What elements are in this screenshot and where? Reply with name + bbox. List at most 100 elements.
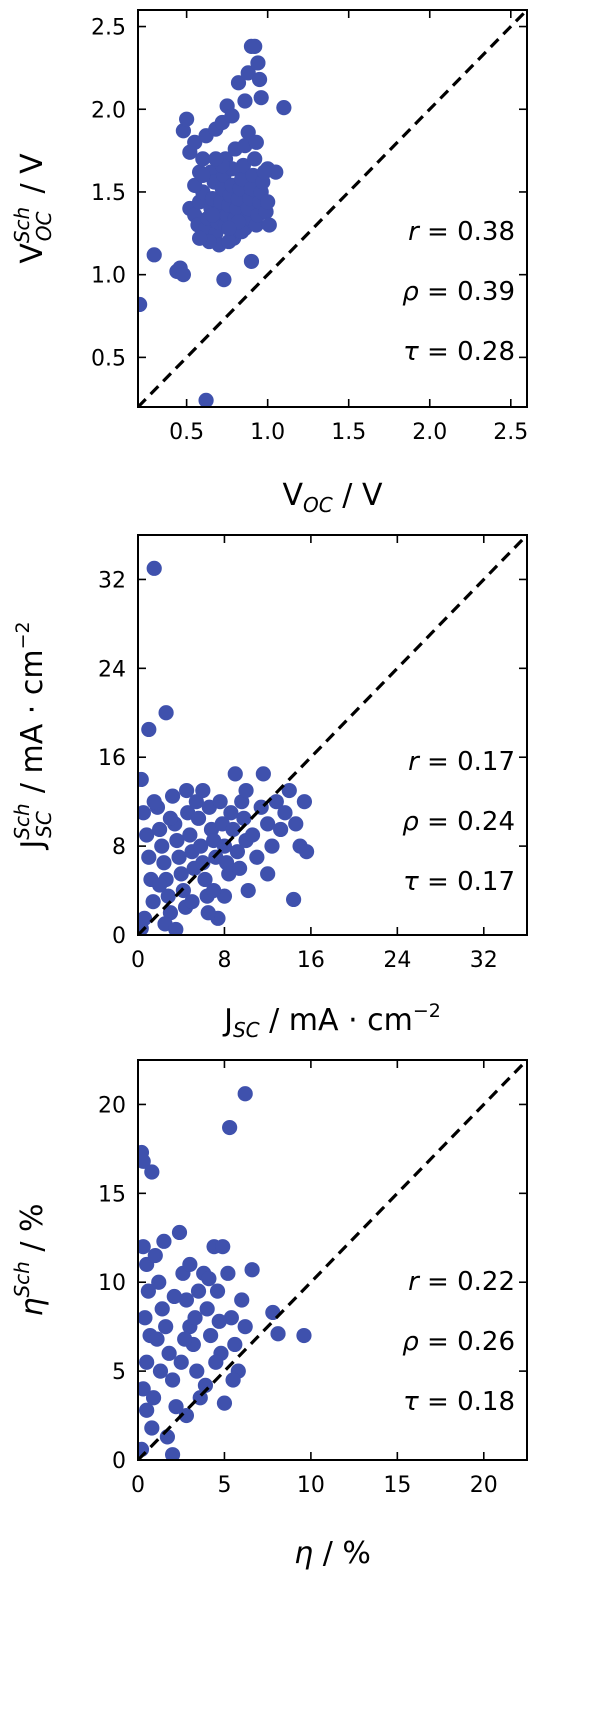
data-point xyxy=(189,1363,205,1379)
data-point xyxy=(138,1153,151,1169)
data-point xyxy=(237,1319,253,1335)
plot-frame xyxy=(137,9,528,408)
x-tick-label: 15 xyxy=(383,1473,411,1498)
data-point xyxy=(222,1119,238,1136)
data-point xyxy=(177,1331,193,1347)
data-point xyxy=(212,794,228,810)
data-point xyxy=(209,1283,226,1299)
data-point xyxy=(178,1292,195,1308)
data-point xyxy=(223,805,239,821)
data-point xyxy=(182,827,198,843)
data-point xyxy=(138,1239,151,1255)
data-point xyxy=(199,1301,215,1317)
x-tick-label: 5 xyxy=(217,1473,231,1498)
data-point xyxy=(195,151,211,167)
data-point xyxy=(221,233,237,250)
data-point xyxy=(182,1256,198,1273)
data-point xyxy=(208,1354,224,1370)
data-point xyxy=(229,844,246,860)
data-point xyxy=(138,296,148,313)
data-point xyxy=(138,1310,153,1326)
data-point xyxy=(184,894,200,910)
data-point xyxy=(248,134,264,150)
data-point xyxy=(197,1377,214,1393)
x-tick-label: 24 xyxy=(383,948,411,973)
panel-1: 0.5 1.0 1.5 2.0 2.5 0.5 1.0 1.5 2.0 2.5 VOC / V VSc… xyxy=(10,9,528,517)
data-point xyxy=(151,1274,167,1290)
data-point xyxy=(281,782,297,799)
data-point xyxy=(298,844,315,860)
data-point xyxy=(276,99,292,116)
y-tick-label: 2.0 xyxy=(91,98,126,123)
y-tick-label: 32 xyxy=(98,568,126,593)
data-point xyxy=(156,855,172,871)
y-tick-label: 8 xyxy=(112,835,126,860)
data-point xyxy=(139,827,155,843)
correlation-stat: τ = 0.17 xyxy=(403,867,515,897)
data-point xyxy=(141,849,157,865)
data-point xyxy=(288,816,304,832)
data-point xyxy=(244,827,261,843)
data-point xyxy=(227,1336,243,1353)
data-point xyxy=(277,805,293,821)
data-point xyxy=(238,782,254,799)
data-point xyxy=(138,1381,151,1397)
data-point xyxy=(179,111,195,127)
data-point xyxy=(149,1331,165,1347)
x-axis-label: VOC / V xyxy=(283,478,383,517)
data-point xyxy=(197,871,213,888)
x-tick-label: 0.5 xyxy=(169,420,204,445)
data-point xyxy=(140,1283,156,1299)
scatter-points xyxy=(138,1086,312,1460)
data-point xyxy=(243,253,260,270)
data-point xyxy=(147,1247,163,1264)
data-point xyxy=(152,877,168,893)
data-point xyxy=(152,1363,169,1379)
data-point xyxy=(221,220,237,236)
correlation-stat: r = 0.22 xyxy=(408,1267,515,1297)
data-point xyxy=(193,838,209,854)
data-point xyxy=(198,392,214,407)
panel-3: 0 5 10 15 20 0 5 10 15 20 η / % ηSch / % r = 0.22 ρ =… xyxy=(10,1059,528,1571)
data-point xyxy=(201,1271,217,1287)
data-point xyxy=(231,860,248,876)
data-point xyxy=(160,888,176,904)
data-point xyxy=(152,821,168,838)
y-tick-label: 0.5 xyxy=(91,346,126,371)
x-axis-label: η / % xyxy=(294,1536,371,1571)
data-point xyxy=(225,1372,241,1388)
correlation-stat: τ = 0.28 xyxy=(403,337,515,367)
data-point xyxy=(164,1372,181,1388)
correlation-stat: ρ = 0.24 xyxy=(402,807,515,837)
data-point xyxy=(230,75,247,91)
data-point xyxy=(146,560,162,576)
data-point xyxy=(211,1313,227,1329)
correlation-stat: r = 0.38 xyxy=(408,217,515,247)
data-point xyxy=(145,894,161,910)
correlation-stat: r = 0.17 xyxy=(408,747,515,777)
data-point xyxy=(171,1224,188,1241)
data-point xyxy=(139,1402,155,1418)
identity-line xyxy=(138,1060,527,1460)
data-point xyxy=(264,838,280,854)
x-tick-label: 8 xyxy=(217,948,231,973)
data-point xyxy=(270,1326,286,1342)
data-point xyxy=(190,810,207,826)
data-point xyxy=(158,705,174,721)
data-point xyxy=(237,93,253,109)
y-tick-label: 5 xyxy=(112,1360,126,1385)
data-point xyxy=(156,1233,172,1249)
data-point xyxy=(203,1327,219,1344)
data-point xyxy=(161,1345,177,1361)
correlation-stat: τ = 0.18 xyxy=(403,1387,515,1417)
data-point xyxy=(224,108,240,124)
y-tick-label: 20 xyxy=(98,1093,126,1118)
data-point xyxy=(260,194,276,210)
data-point xyxy=(187,134,203,150)
x-tick-label: 16 xyxy=(297,948,325,973)
data-point xyxy=(162,810,179,826)
data-point xyxy=(253,90,269,106)
y-tick-label: 0 xyxy=(112,924,126,949)
x-tick-label: 32 xyxy=(470,948,498,973)
